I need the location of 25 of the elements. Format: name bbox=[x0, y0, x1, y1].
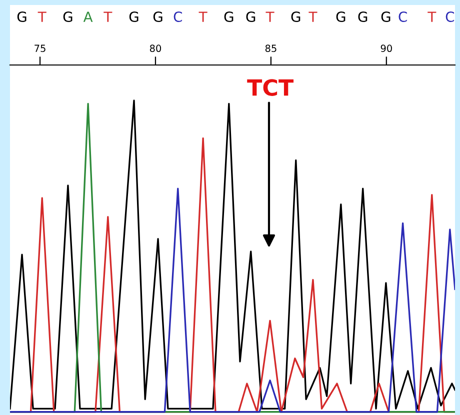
text: G bbox=[63, 12, 72, 22]
text: G bbox=[291, 12, 300, 22]
x-tick-label: 75 bbox=[34, 44, 46, 52]
text: T bbox=[38, 12, 46, 22]
text: G bbox=[153, 12, 162, 22]
text: G bbox=[246, 12, 256, 22]
text: G bbox=[17, 12, 26, 22]
text: G bbox=[224, 12, 234, 22]
x-tick-label: 80 bbox=[150, 44, 162, 52]
text: C bbox=[398, 12, 407, 22]
text: T bbox=[104, 12, 112, 22]
text: C bbox=[446, 12, 454, 22]
text: G bbox=[381, 12, 390, 22]
text: T bbox=[198, 12, 208, 22]
text: G bbox=[358, 12, 368, 22]
x-tick-label: 85 bbox=[265, 44, 276, 52]
text: A bbox=[83, 12, 93, 22]
text: TCT bbox=[247, 79, 294, 96]
text: T bbox=[308, 12, 318, 22]
text: T bbox=[428, 12, 436, 22]
text: C bbox=[174, 12, 182, 22]
x-tick-label: 90 bbox=[380, 44, 392, 52]
text: G bbox=[336, 12, 346, 22]
text: T bbox=[266, 12, 274, 22]
text: G bbox=[129, 12, 138, 22]
